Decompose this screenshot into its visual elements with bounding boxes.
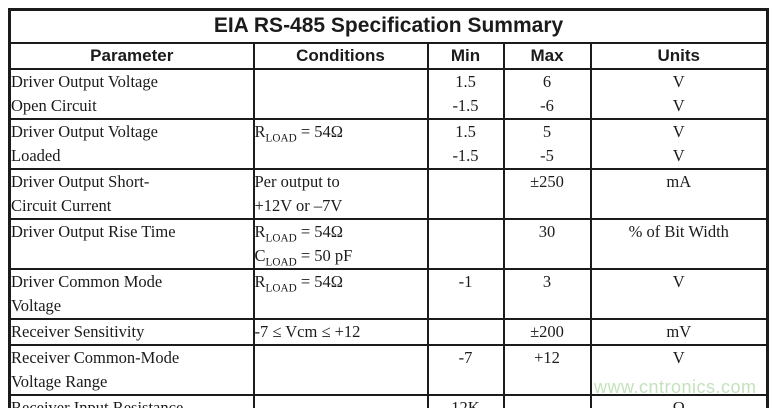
cell-max: ±200 xyxy=(502,318,592,346)
header-max: Max xyxy=(502,42,592,70)
table-row: Driver Output Voltage Open Circuit 1.5 -… xyxy=(8,68,769,120)
cell-conditions xyxy=(252,68,429,120)
cell-min: 1.5 -1.5 xyxy=(426,118,505,170)
cell-max: ±250 xyxy=(502,168,592,220)
cell-units: Ω xyxy=(589,394,769,408)
cell-conditions: Per output to +12V or –7V xyxy=(252,168,429,220)
table-row: Driver Output Short- Circuit Current Per… xyxy=(8,168,769,220)
cell-min: 1.5 -1.5 xyxy=(426,68,505,120)
cell-max: 5 -5 xyxy=(502,118,592,170)
header-min: Min xyxy=(426,42,505,70)
cell-conditions: -7 ≤ Vcm ≤ +12 xyxy=(252,318,429,346)
cell-max xyxy=(502,394,592,408)
table-row: Receiver Input Resistance 12K Ω xyxy=(8,394,769,408)
cell-min xyxy=(426,218,505,270)
cell-max: 3 xyxy=(502,268,592,320)
header-parameter: Parameter xyxy=(8,42,255,70)
cell-units: mA xyxy=(589,168,769,220)
cell-conditions: RLOAD = 54Ω CLOAD = 50 pF xyxy=(252,218,429,270)
cell-min: 12K xyxy=(426,394,505,408)
cell-parameter: Driver Output Voltage Loaded xyxy=(8,118,255,170)
cell-min xyxy=(426,318,505,346)
cell-min: -7 xyxy=(426,344,505,396)
cell-max: +12 xyxy=(502,344,592,396)
header-row: Parameter Conditions Min Max Units xyxy=(8,42,769,70)
table-row: Driver Output Rise Time RLOAD = 54Ω CLOA… xyxy=(8,218,769,270)
cell-conditions: RLOAD = 54Ω xyxy=(252,118,429,170)
table-row: Driver Output Voltage Loaded RLOAD = 54Ω… xyxy=(8,118,769,170)
cell-parameter: Receiver Sensitivity xyxy=(8,318,255,346)
cell-min xyxy=(426,168,505,220)
cell-units: V xyxy=(589,268,769,320)
header-units: Units xyxy=(589,42,769,70)
table-row: Driver Common Mode Voltage RLOAD = 54Ω -… xyxy=(8,268,769,320)
cell-units: V V xyxy=(589,118,769,170)
title-row: EIA RS-485 Specification Summary xyxy=(8,8,769,44)
cell-units: V xyxy=(589,344,769,396)
cell-max: 30 xyxy=(502,218,592,270)
cell-max: 6 -6 xyxy=(502,68,592,120)
spec-table: EIA RS-485 Specification Summary Paramet… xyxy=(8,8,769,408)
cell-conditions xyxy=(252,344,429,396)
table-title: EIA RS-485 Specification Summary xyxy=(8,8,769,44)
table-row: Receiver Common-Mode Voltage Range -7 +1… xyxy=(8,344,769,396)
cell-units: mV xyxy=(589,318,769,346)
cell-conditions: RLOAD = 54Ω xyxy=(252,268,429,320)
cell-conditions xyxy=(252,394,429,408)
cell-parameter: Driver Output Short- Circuit Current xyxy=(8,168,255,220)
cell-parameter: Driver Output Voltage Open Circuit xyxy=(8,68,255,120)
cell-parameter: Receiver Common-Mode Voltage Range xyxy=(8,344,255,396)
cell-parameter: Driver Common Mode Voltage xyxy=(8,268,255,320)
cell-min: -1 xyxy=(426,268,505,320)
cell-parameter: Driver Output Rise Time xyxy=(8,218,255,270)
header-conditions: Conditions xyxy=(252,42,429,70)
cell-units: V V xyxy=(589,68,769,120)
cell-parameter: Receiver Input Resistance xyxy=(8,394,255,408)
table-row: Receiver Sensitivity -7 ≤ Vcm ≤ +12 ±200… xyxy=(8,318,769,346)
cell-units: % of Bit Width xyxy=(589,218,769,270)
